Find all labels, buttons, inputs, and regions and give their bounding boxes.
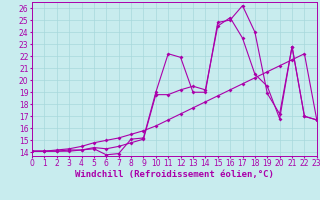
X-axis label: Windchill (Refroidissement éolien,°C): Windchill (Refroidissement éolien,°C) [75,170,274,179]
